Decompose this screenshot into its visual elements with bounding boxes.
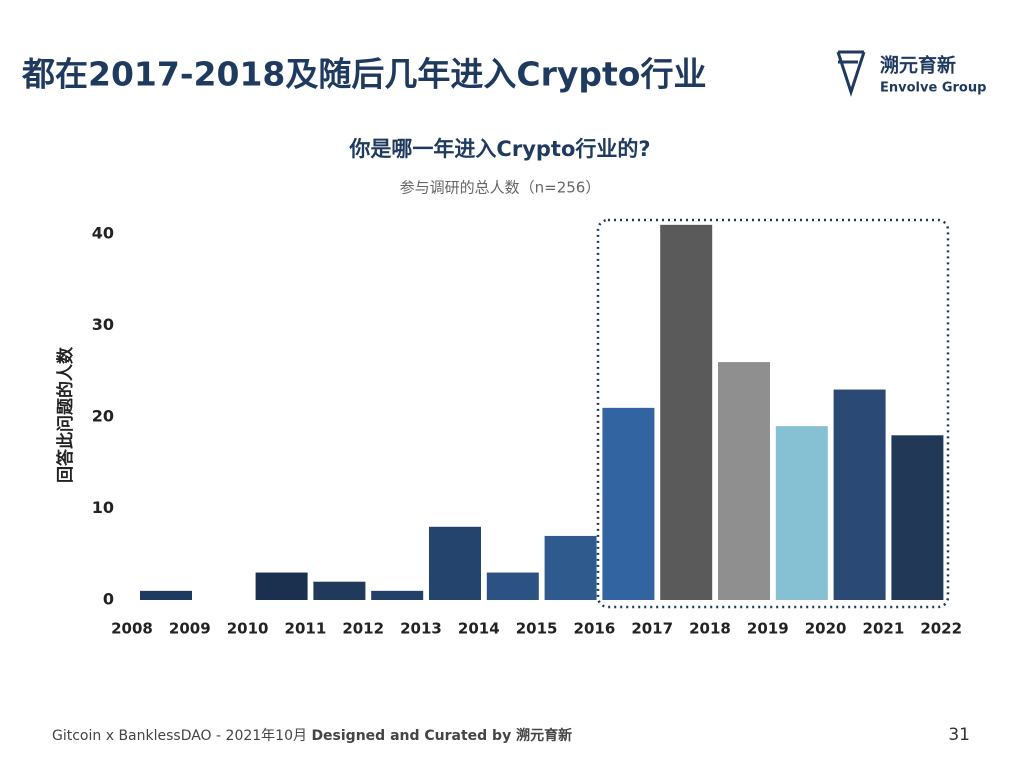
y-tick-label: 0 xyxy=(103,590,114,609)
logo: 溯元育新 Envolve Group xyxy=(836,50,986,97)
logo-en: Envolve Group xyxy=(880,81,986,96)
chart-title: 你是哪一年进入Crypto行业的? xyxy=(348,137,650,161)
x-tick-label: 2013 xyxy=(400,620,442,638)
bar xyxy=(486,572,539,600)
slide-title: 都在2017-2018及随后几年进入Crypto行业 xyxy=(21,55,706,94)
page-number: 31 xyxy=(948,725,970,745)
bar xyxy=(833,389,886,600)
x-tick-label: 2011 xyxy=(285,620,327,638)
logo-icon xyxy=(836,50,866,97)
bar xyxy=(602,407,655,600)
bar xyxy=(313,581,366,600)
x-tick-label: 2019 xyxy=(747,620,789,638)
footer: Gitcoin x BanklessDAO - 2021年10月 Designe… xyxy=(52,727,572,744)
y-tick-label: 20 xyxy=(92,407,114,426)
bar xyxy=(255,572,308,600)
plot: 0 10 20 30 40 2008 2009 2010 2011 2012 2013 2014 201… xyxy=(92,224,962,638)
x-tick-label: 2017 xyxy=(631,620,673,638)
footer-credit: Designed and Curated by 溯元育新 xyxy=(311,727,572,744)
x-tick-label: 2021 xyxy=(863,620,905,638)
x-tick-label: 2018 xyxy=(689,620,731,638)
bar xyxy=(140,590,192,600)
bar xyxy=(371,590,424,600)
bar xyxy=(718,362,770,600)
x-tick-label: 2015 xyxy=(516,620,558,638)
y-tick-label: 30 xyxy=(92,315,114,334)
y-axis-label: 回答此问题的人数 xyxy=(55,346,76,483)
bar xyxy=(891,435,944,600)
bar xyxy=(544,535,597,600)
logo-cn: 溯元育新 xyxy=(880,54,956,77)
y-tick-label: 40 xyxy=(92,224,114,243)
x-tick-label: 2010 xyxy=(227,620,269,638)
y-tick-label: 10 xyxy=(92,498,114,517)
x-tick-label: 2014 xyxy=(458,620,500,638)
bar xyxy=(660,224,713,600)
bar xyxy=(775,426,828,600)
bar xyxy=(429,526,481,600)
x-tick-label: 2016 xyxy=(574,620,616,638)
x-tick-label: 2020 xyxy=(805,620,847,638)
x-tick-label: 2012 xyxy=(342,620,384,638)
x-tick-label: 2009 xyxy=(169,620,211,638)
x-tick-label: 2008 xyxy=(111,620,153,638)
footer-source: Gitcoin x BanklessDAO - 2021年10月 xyxy=(52,728,311,744)
highlight-box xyxy=(596,218,950,609)
x-tick-label: 2022 xyxy=(920,620,962,638)
chart-subtitle: 参与调研的总人数（n=256） xyxy=(400,179,601,197)
